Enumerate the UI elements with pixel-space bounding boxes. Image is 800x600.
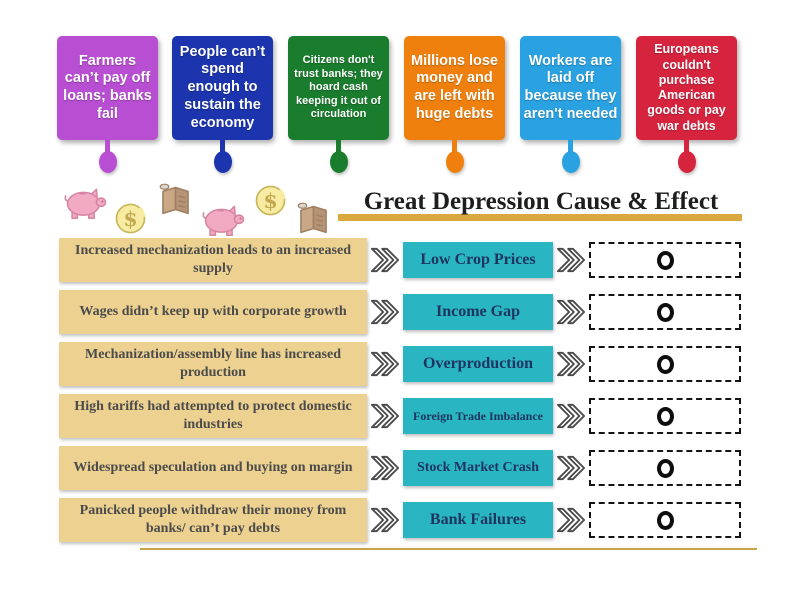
card-pin-icon: [213, 140, 232, 173]
drop-marker-icon: [656, 302, 674, 322]
card-pin-icon: [329, 140, 348, 173]
card-pin-icon: [561, 140, 580, 173]
dollar-coin-icon: $: [254, 184, 287, 222]
drop-marker-icon: [656, 354, 674, 374]
matchup-row: Wages didn’t keep up with corporate grow…: [59, 290, 749, 334]
matchup-row: Increased mechanization leads to an incr…: [59, 238, 749, 282]
draggable-card[interactable]: Millions lose money and are left with hu…: [404, 36, 505, 173]
money-decor-strip: $: [62, 182, 332, 238]
chevron-right-icon: [367, 298, 403, 326]
title-underline: [338, 214, 742, 221]
draggable-card[interactable]: Citizens don't trust banks; they hoard c…: [288, 36, 389, 173]
chevron-right-icon: [367, 350, 403, 378]
draggable-card[interactable]: Workers are laid off because they aren't…: [520, 36, 621, 173]
dollar-coin-icon: $: [114, 202, 147, 240]
card-label: Millions lose money and are left with hu…: [410, 52, 498, 122]
card-label: Europeans couldn't purchase American goo…: [647, 42, 726, 133]
chevron-right-icon: [367, 454, 403, 482]
cause-box: Wages didn’t keep up with corporate grow…: [59, 290, 367, 334]
effect-box: Income Gap: [403, 294, 553, 330]
page-title-block: Great Depression Cause & Effect: [336, 188, 746, 224]
wallet-icon: [158, 182, 193, 220]
draggable-card[interactable]: Farmers can’t pay off loans; banks fail: [57, 36, 158, 173]
draggable-card[interactable]: People can’t spend enough to sustain the…: [172, 36, 273, 173]
chevron-right-icon: [367, 506, 403, 534]
answer-drop-zone[interactable]: [589, 346, 741, 382]
answer-drop-zone[interactable]: [589, 502, 741, 538]
drop-marker-icon: [656, 250, 674, 270]
bottom-divider: [140, 548, 757, 550]
effect-box: Low Crop Prices: [403, 242, 553, 278]
svg-text:$: $: [123, 207, 137, 231]
cause-box: Panicked people withdraw their money fro…: [59, 498, 367, 542]
chevron-right-icon: [553, 350, 589, 378]
card-pin-icon: [98, 140, 117, 173]
chevron-right-icon: [553, 246, 589, 274]
wallet-icon: [296, 201, 331, 239]
cause-box: Increased mechanization leads to an incr…: [59, 238, 367, 282]
answer-drop-zone[interactable]: [589, 450, 741, 486]
page-title: Great Depression Cause & Effect: [363, 188, 719, 215]
chevron-right-icon: [553, 402, 589, 430]
matchup-row: Widespread speculation and buying on mar…: [59, 446, 749, 490]
card-label: People can’t spend enough to sustain the…: [179, 43, 266, 131]
card-label: Citizens don't trust banks; they hoard c…: [294, 54, 383, 121]
card-pin-icon: [445, 140, 464, 173]
chevron-right-icon: [367, 402, 403, 430]
piggy-bank-icon: [200, 201, 246, 244]
answer-drop-zone[interactable]: [589, 398, 741, 434]
chevron-right-icon: [553, 298, 589, 326]
drop-marker-icon: [656, 458, 674, 478]
cause-box: Mechanization/assembly line has increase…: [59, 342, 367, 386]
effect-box: Foreign Trade Imbalance: [403, 398, 553, 434]
card-label: Workers are laid off because they aren't…: [523, 52, 618, 122]
drop-marker-icon: [656, 406, 674, 426]
draggable-card[interactable]: Europeans couldn't purchase American goo…: [636, 36, 737, 173]
matchup-rows: Increased mechanization leads to an incr…: [59, 238, 749, 550]
chevron-right-icon: [553, 454, 589, 482]
cause-box: High tariffs had attempted to protect do…: [59, 394, 367, 438]
effect-box: Bank Failures: [403, 502, 553, 538]
chevron-right-icon: [367, 246, 403, 274]
svg-text:$: $: [263, 189, 277, 213]
matchup-row: Mechanization/assembly line has increase…: [59, 342, 749, 386]
matchup-row: High tariffs had attempted to protect do…: [59, 394, 749, 438]
answer-drop-zone[interactable]: [589, 242, 741, 278]
effect-box: Stock Market Crash: [403, 450, 553, 486]
effect-box: Overproduction: [403, 346, 553, 382]
cause-box: Widespread speculation and buying on mar…: [59, 446, 367, 490]
drop-marker-icon: [656, 510, 674, 530]
chevron-right-icon: [553, 506, 589, 534]
card-pin-icon: [677, 140, 696, 173]
piggy-bank-icon: [62, 184, 108, 227]
answer-drop-zone[interactable]: [589, 294, 741, 330]
matchup-row: Panicked people withdraw their money fro…: [59, 498, 749, 542]
card-label: Farmers can’t pay off loans; banks fail: [63, 52, 152, 122]
